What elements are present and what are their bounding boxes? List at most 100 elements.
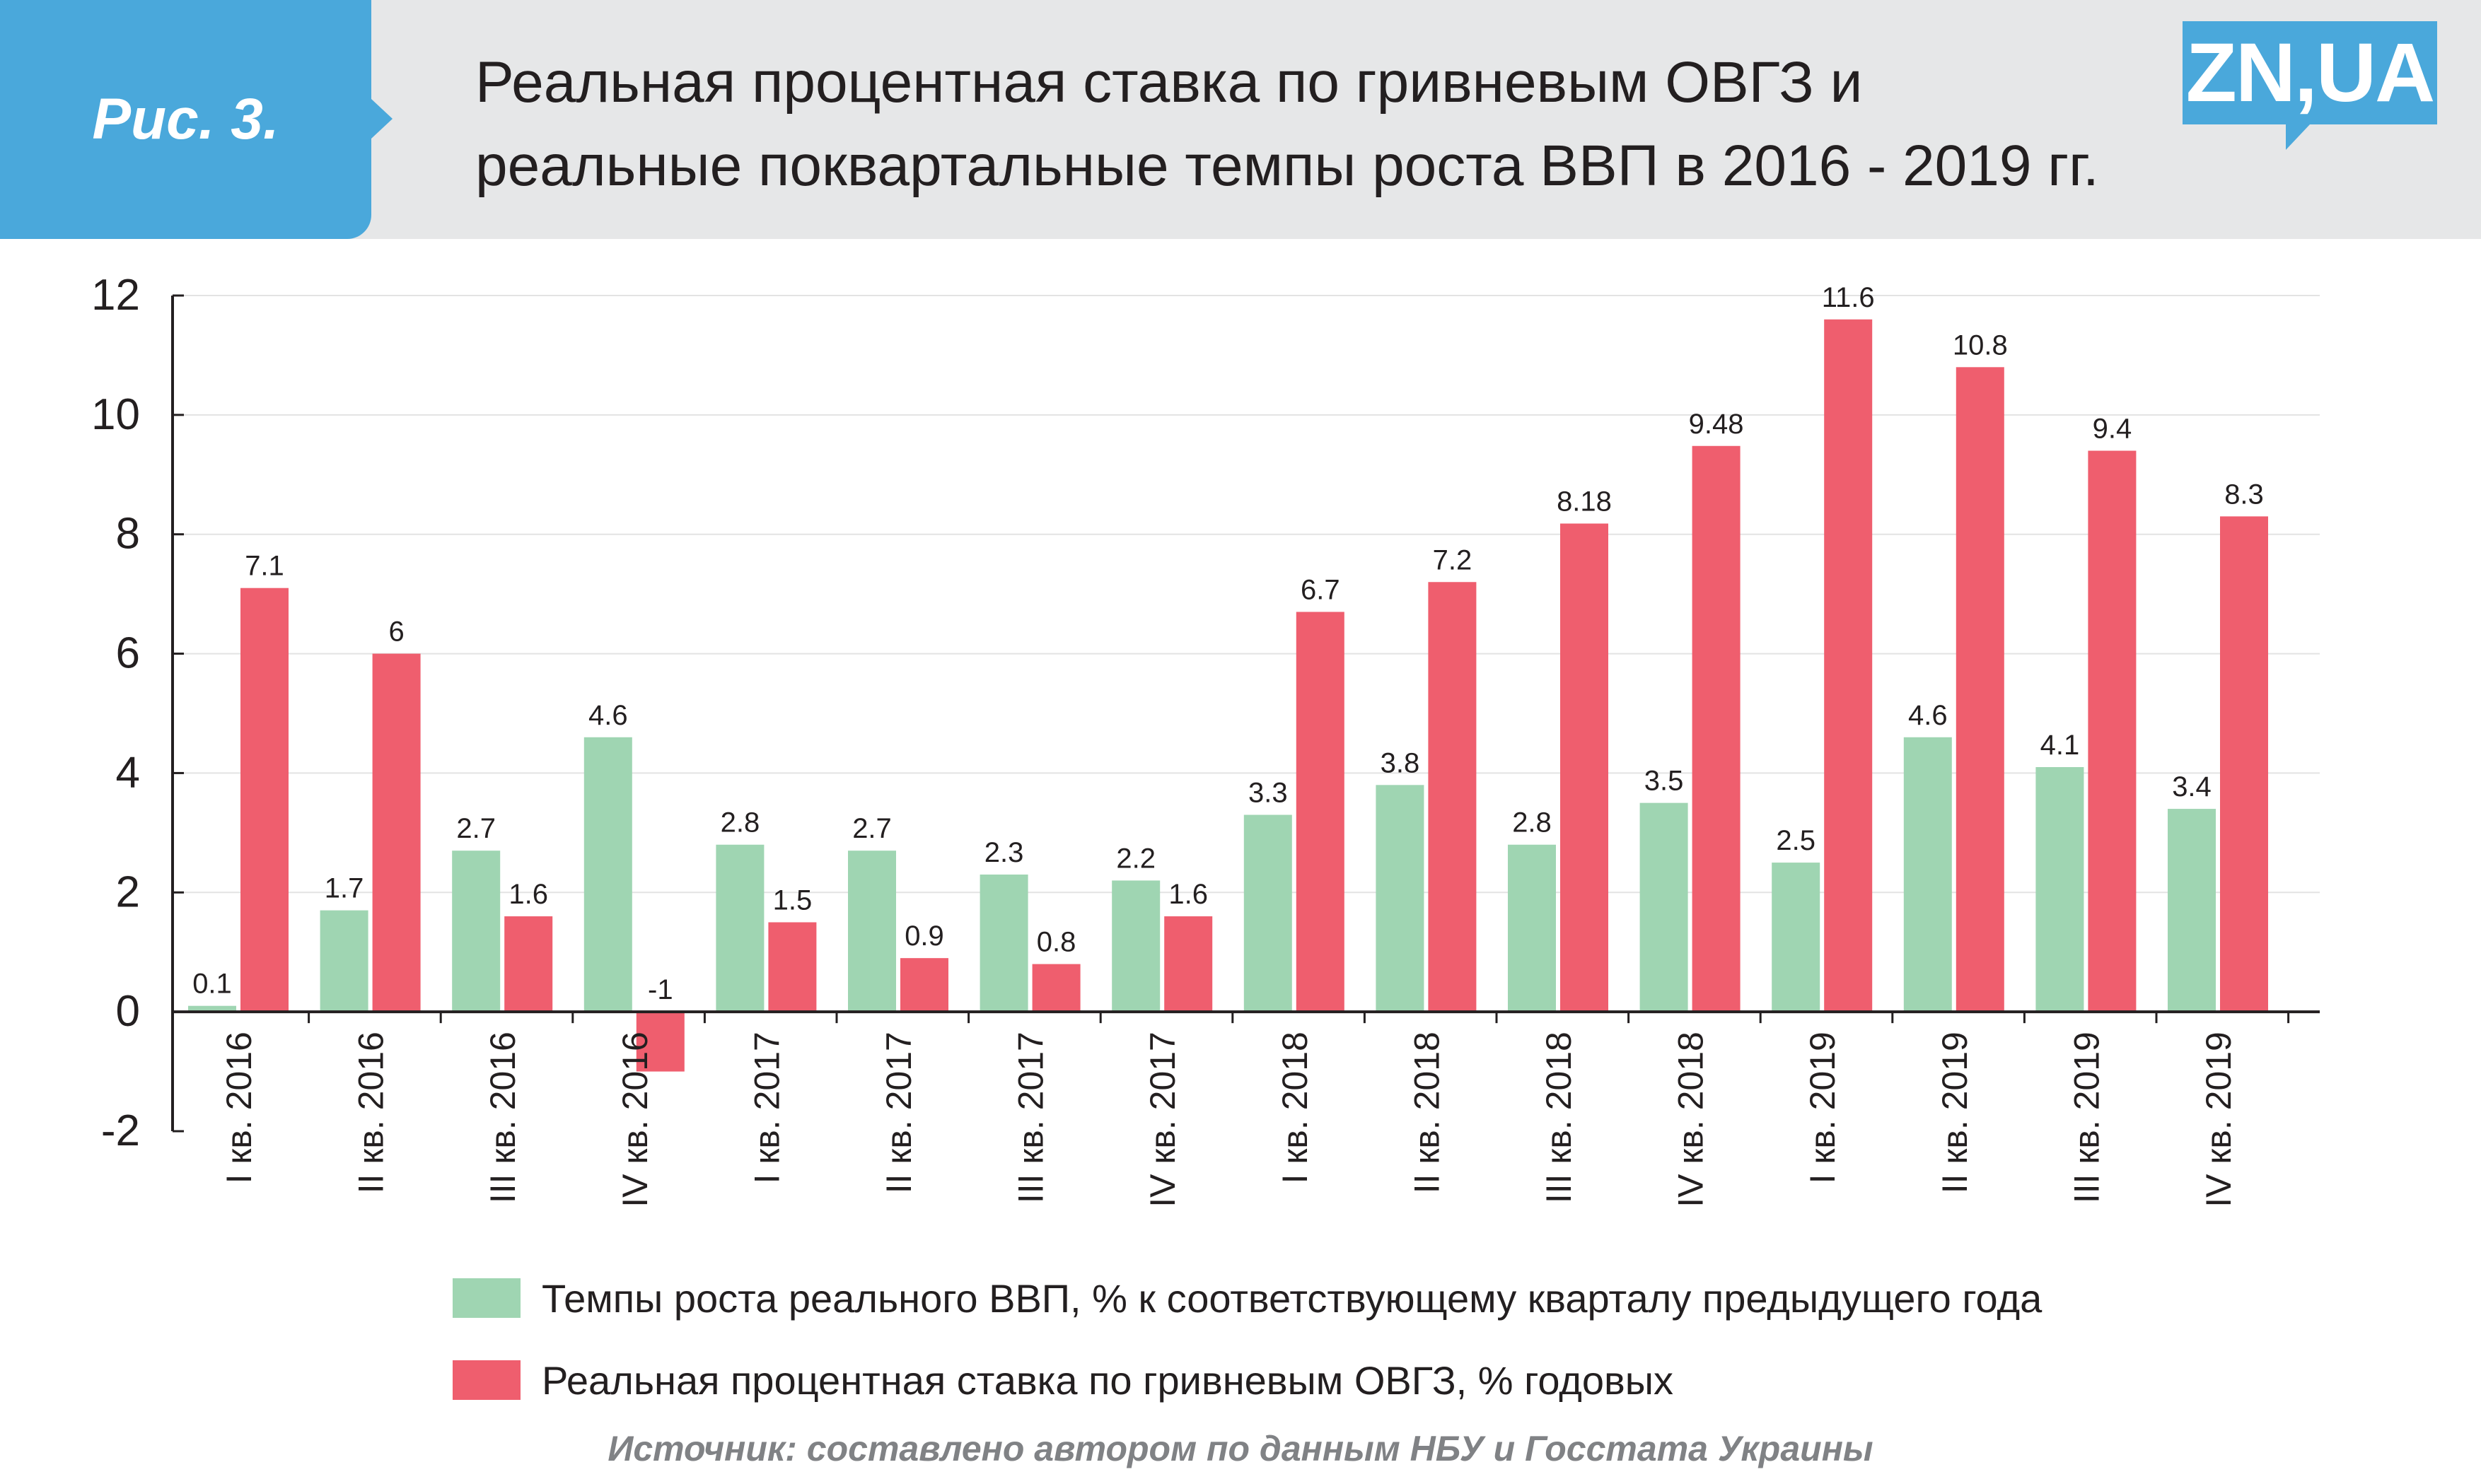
bar-value-label: -1 (648, 974, 673, 1005)
bar-value-label: 1.6 (509, 879, 548, 910)
category-label: IV кв. 2019 (2199, 1032, 2238, 1208)
bar (188, 1005, 236, 1012)
legend-label-gdp: Темпы роста реального ВВП, % к соответст… (542, 1275, 2043, 1321)
y-tick-label: 12 (91, 271, 140, 320)
bar (2168, 809, 2216, 1012)
bar-value-label: 2.3 (984, 837, 1024, 868)
bar-value-label: 2.8 (721, 807, 760, 839)
bar (1956, 367, 2004, 1012)
y-tick-label: 4 (116, 748, 140, 797)
bar (372, 653, 421, 1012)
zn-ua-logo: ZN,UA (2183, 21, 2437, 124)
category-label: II кв. 2017 (879, 1032, 919, 1193)
bar-value-label: 9.4 (2093, 414, 2132, 445)
source-note: Источник: составлено автором по данным Н… (608, 1429, 1873, 1468)
figure-label: Рис. 3. (92, 87, 279, 151)
bar (1560, 523, 1608, 1012)
bar (583, 737, 632, 1012)
bar (2088, 450, 2137, 1012)
bar-value-label: 0.8 (1037, 927, 1076, 958)
y-tick-label: 2 (116, 867, 140, 916)
bar-value-label: 4.6 (1908, 700, 1948, 731)
bar (1164, 916, 1213, 1012)
category-label: I кв. 2016 (219, 1032, 259, 1184)
bar (1112, 880, 1161, 1012)
bar (1903, 737, 1952, 1012)
legend-swatch-gdp (453, 1278, 521, 1318)
category-label: III кв. 2017 (1011, 1032, 1051, 1203)
bar (2220, 516, 2268, 1012)
bar-value-label: 2.7 (852, 813, 892, 844)
bar (452, 851, 501, 1012)
bar-value-label: 1.7 (325, 873, 364, 904)
bar (1692, 445, 1741, 1012)
bar-value-label: 6.7 (1301, 574, 1340, 605)
bar-value-label: 3.3 (1248, 778, 1288, 809)
bar (504, 916, 553, 1012)
labels: -2 0 2 4 6 8 10 12 0.1 7.1 I кв. 2016 1.7 6 II кв. 20… (91, 271, 2264, 1208)
bar-value-label: 0.9 (905, 921, 944, 952)
bar (1824, 319, 1873, 1012)
legend-label-rate: Реальная процентная ставка по гривневым … (542, 1357, 1674, 1403)
bar (636, 1012, 685, 1072)
bar-value-label: 1.5 (773, 885, 813, 916)
bar (980, 874, 1028, 1012)
category-label: IV кв. 2018 (1671, 1032, 1711, 1208)
bar (1243, 814, 1292, 1012)
bar (716, 844, 765, 1012)
bar (1772, 863, 1820, 1012)
bar (1296, 612, 1344, 1012)
legend-item-rate: Реальная процентная ставка по гривневым … (453, 1339, 2042, 1421)
bar-value-label: 7.2 (1433, 544, 1472, 576)
category-label: I кв. 2019 (1803, 1032, 1842, 1184)
figure-badge-notch (371, 99, 393, 139)
bar (1376, 785, 1424, 1012)
bar-value-label: 10.8 (1953, 329, 2008, 361)
bar-value-label: 4.1 (2040, 730, 2080, 761)
category-label: III кв. 2019 (2067, 1032, 2106, 1203)
chart-title-line-1: Реальная процентная ставка по гривневым … (475, 50, 1863, 115)
axes (171, 294, 2320, 1133)
header-band (0, 0, 2481, 239)
y-tick-label: -2 (101, 1106, 140, 1155)
bar-value-label: 8.18 (1557, 486, 1612, 518)
bar (768, 922, 817, 1012)
chart-title-line-2: реальные поквартальные темпы роста ВВП в… (475, 134, 2099, 198)
bar (848, 851, 896, 1012)
category-label: I кв. 2017 (747, 1032, 786, 1184)
bar-value-label: 2.7 (456, 813, 496, 844)
y-tick-label: 10 (91, 390, 140, 439)
bar-value-label: 3.5 (1644, 766, 1684, 797)
bar-value-label: 3.8 (1381, 747, 1420, 778)
category-label: III кв. 2016 (483, 1032, 523, 1203)
bar (1428, 582, 1477, 1012)
zn-ua-logo-tail (2286, 124, 2310, 150)
legend: Темпы роста реального ВВП, % к соответст… (453, 1257, 2042, 1421)
category-label: III кв. 2018 (1539, 1032, 1579, 1203)
category-label: IV кв. 2017 (1143, 1032, 1183, 1208)
legend-swatch-rate (453, 1360, 521, 1400)
bar-value-label: 9.48 (1689, 409, 1744, 440)
category-label: I кв. 2018 (1275, 1032, 1315, 1184)
category-label: II кв. 2016 (351, 1032, 391, 1193)
bar-value-label: 8.3 (2224, 479, 2264, 510)
y-tick-label: 8 (116, 510, 140, 559)
bar-value-label: 3.4 (2172, 771, 2212, 802)
legend-item-gdp: Темпы роста реального ВВП, % к соответст… (453, 1257, 2042, 1339)
bar (1508, 844, 1556, 1012)
bar-value-label: 6 (388, 617, 404, 648)
bar (900, 958, 948, 1012)
bar (1032, 964, 1081, 1012)
bar-value-label: 1.6 (1168, 879, 1208, 910)
y-tick-label: 0 (116, 987, 140, 1036)
bar (1639, 802, 1688, 1012)
bar-value-label: 11.6 (1822, 282, 1875, 313)
category-label: II кв. 2018 (1407, 1032, 1446, 1193)
category-label: IV кв. 2016 (615, 1032, 655, 1208)
bar (2035, 766, 2084, 1012)
chart-title: Реальная процентная ставка по гривневым … (475, 41, 2208, 208)
bar (320, 910, 368, 1012)
bars (188, 319, 2268, 1072)
bar-chart: -2 0 2 4 6 8 10 12 0.1 7.1 I кв. 2016 1.7 6 II кв. 20… (91, 271, 2320, 1208)
bar-value-label: 4.6 (588, 700, 628, 731)
